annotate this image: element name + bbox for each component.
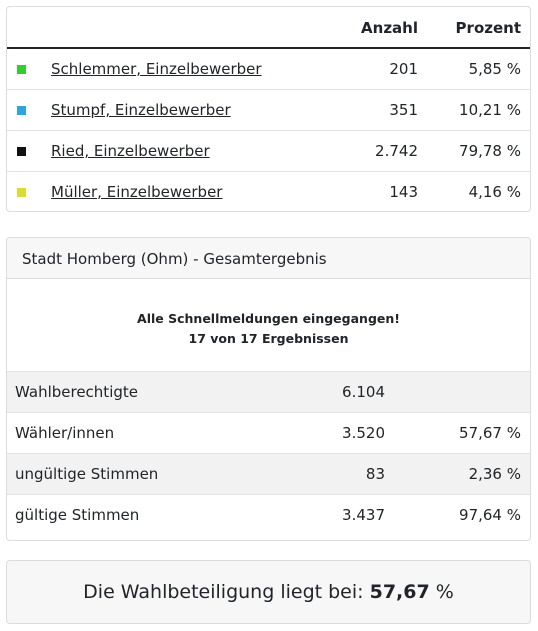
- turnout-value: 57,67: [369, 581, 430, 603]
- candidate-color-swatch: [17, 188, 26, 197]
- candidate-color-swatch: [17, 106, 26, 115]
- result-row-value: 6.104: [342, 383, 385, 401]
- candidates-table-header: Anzahl Prozent: [7, 7, 530, 49]
- candidates-table: Anzahl Prozent Schlemmer, Einzelbewerber…: [6, 6, 531, 212]
- candidate-color-swatch: [17, 147, 26, 156]
- candidate-name-link[interactable]: Stumpf, Einzelbewerber: [51, 101, 231, 119]
- result-card-title: Stadt Homberg (Ohm) - Gesamtergebnis: [7, 238, 530, 279]
- result-row-invalid-votes: ungültige Stimmen 83 2,36 %: [7, 453, 530, 494]
- reporting-status-line: Alle Schnellmeldungen eingegangen!: [137, 311, 400, 326]
- result-row-percent: 57,67 %: [459, 424, 521, 442]
- result-row-eligible-voters: Wahlberechtigte 6.104: [7, 371, 530, 412]
- result-row-percent: 2,36 %: [468, 465, 521, 483]
- candidate-row: Müller, Einzelbewerber 143 4,16 %: [7, 172, 530, 211]
- candidate-row: Schlemmer, Einzelbewerber 201 5,85 %: [7, 49, 530, 90]
- candidate-percent: 79,78 %: [459, 142, 521, 160]
- candidate-row: Stumpf, Einzelbewerber 351 10,21 %: [7, 90, 530, 131]
- candidate-percent: 5,85 %: [468, 60, 521, 78]
- result-row-label: Wähler/innen: [15, 424, 115, 442]
- candidate-count: 351: [389, 101, 418, 119]
- overall-result-card: Stadt Homberg (Ohm) - Gesamtergebnis All…: [6, 237, 531, 541]
- reporting-progress-line: 17 von 17 Ergebnissen: [188, 331, 349, 346]
- candidate-count: 143: [389, 183, 418, 201]
- candidate-name-link[interactable]: Schlemmer, Einzelbewerber: [51, 60, 262, 78]
- result-row-label: Wahlberechtigte: [15, 383, 138, 401]
- candidate-row: Ried, Einzelbewerber 2.742 79,78 %: [7, 131, 530, 172]
- count-column-header: Anzahl: [361, 19, 418, 37]
- percent-column-header: Prozent: [455, 19, 521, 37]
- result-row-percent: 97,64 %: [459, 506, 521, 524]
- candidate-percent: 10,21 %: [459, 101, 521, 119]
- result-row-label: gültige Stimmen: [15, 506, 140, 524]
- result-row-value: 3.437: [342, 506, 385, 524]
- candidate-color-swatch: [17, 65, 26, 74]
- candidate-count: 2.742: [375, 142, 418, 160]
- result-row-value: 83: [365, 465, 385, 483]
- result-row-voters: Wähler/innen 3.520 57,67 %: [7, 412, 530, 453]
- result-row-label: ungültige Stimmen: [15, 465, 159, 483]
- result-row-valid-votes: gültige Stimmen 3.437 97,64 %: [7, 494, 530, 535]
- result-row-value: 3.520: [342, 424, 385, 442]
- candidate-name-link[interactable]: Ried, Einzelbewerber: [51, 142, 210, 160]
- turnout-summary: Die Wahlbeteiligung liegt bei: 57,67 %: [6, 560, 531, 624]
- candidate-percent: 4,16 %: [468, 183, 521, 201]
- turnout-label: Die Wahlbeteiligung liegt bei:: [83, 581, 364, 603]
- candidate-name-link[interactable]: Müller, Einzelbewerber: [51, 183, 223, 201]
- reporting-status: Alle Schnellmeldungen eingegangen! 17 vo…: [7, 279, 530, 371]
- turnout-unit: %: [435, 581, 454, 603]
- candidate-count: 201: [389, 60, 418, 78]
